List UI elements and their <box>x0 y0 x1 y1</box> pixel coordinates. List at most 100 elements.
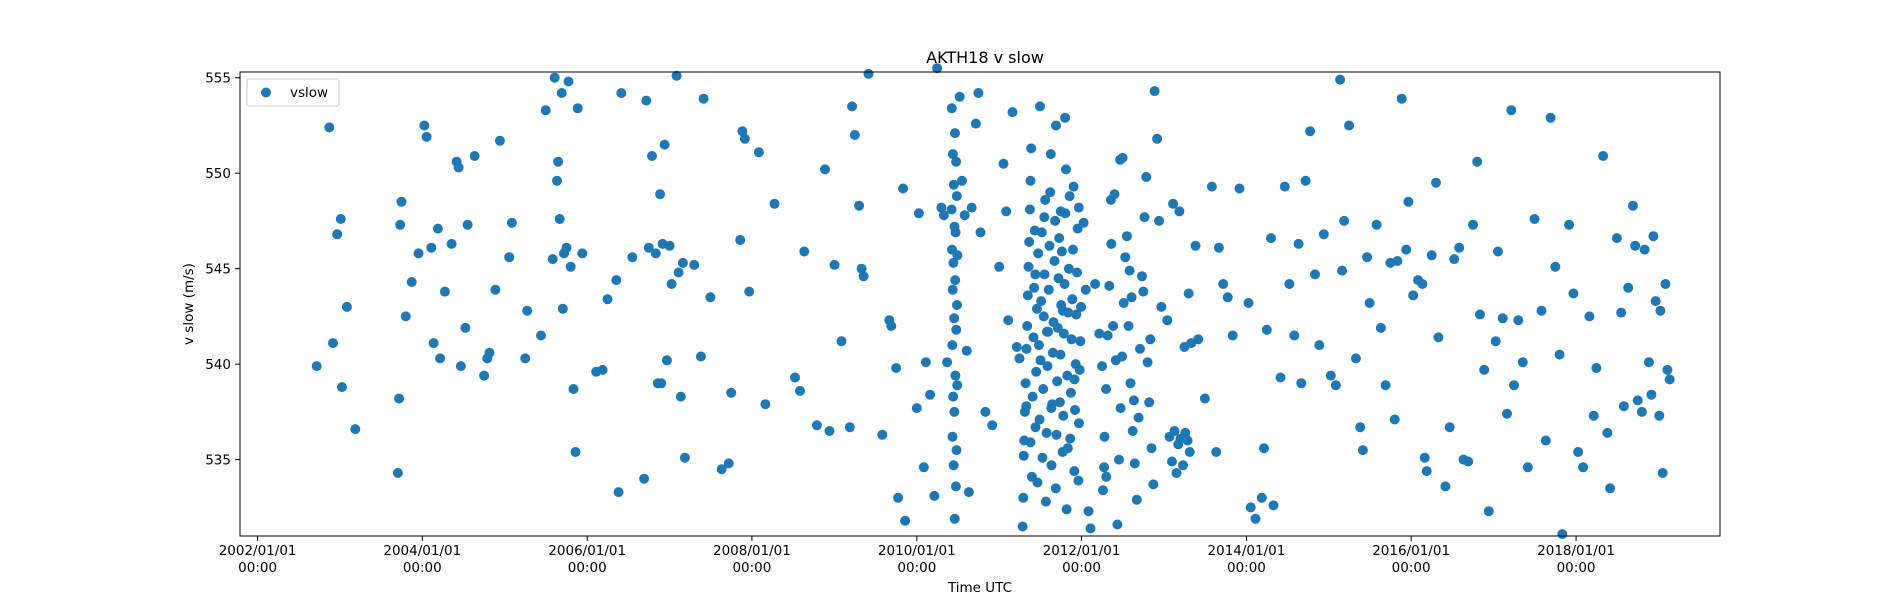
data-point <box>1167 456 1177 467</box>
data-point <box>737 126 748 137</box>
data-point <box>1055 349 1066 360</box>
data-point <box>938 210 949 221</box>
data-point <box>1536 305 1547 316</box>
data-point <box>1643 357 1654 368</box>
data-point <box>602 294 613 305</box>
data-point <box>1591 363 1602 373</box>
data-point <box>1056 300 1067 310</box>
data-point <box>1433 332 1444 343</box>
data-point <box>1051 120 1061 131</box>
data-point <box>324 122 335 133</box>
data-point <box>1650 296 1661 307</box>
data-point <box>1047 347 1058 358</box>
data-point <box>1139 212 1150 223</box>
data-point <box>951 191 962 202</box>
data-point <box>920 357 931 368</box>
data-point <box>966 202 977 213</box>
data-point <box>1052 376 1063 387</box>
data-point <box>1339 215 1350 226</box>
data-point <box>1026 143 1037 154</box>
data-point <box>877 429 888 440</box>
data-point <box>396 196 407 207</box>
data-point <box>1509 380 1519 391</box>
data-point <box>1121 231 1132 242</box>
data-point <box>1020 378 1031 389</box>
data-point <box>948 257 959 268</box>
data-point <box>1171 468 1182 478</box>
data-point <box>1408 290 1419 301</box>
data-point <box>1502 408 1512 419</box>
data-point <box>1199 393 1210 404</box>
data-point <box>1043 284 1054 295</box>
data-point <box>1044 240 1055 251</box>
data-point <box>659 139 670 150</box>
data-point <box>1018 492 1029 503</box>
data-point <box>522 305 533 316</box>
data-point <box>1627 200 1638 211</box>
data-point <box>1065 387 1076 398</box>
data-point <box>975 227 986 238</box>
data-point <box>1639 244 1650 255</box>
y-tick-label: 555 <box>205 71 231 87</box>
data-point <box>1031 303 1042 314</box>
data-point <box>918 462 929 473</box>
data-point <box>1071 309 1082 320</box>
data-point <box>1554 349 1565 360</box>
data-point <box>1034 414 1045 425</box>
data-point <box>1001 206 1012 217</box>
data-point <box>795 385 805 396</box>
data-point <box>1040 194 1051 205</box>
data-point <box>1440 481 1451 492</box>
data-point <box>946 204 957 215</box>
data-point <box>1046 460 1057 471</box>
data-point <box>1479 364 1490 375</box>
data-point <box>1124 265 1135 276</box>
data-point <box>936 202 947 213</box>
data-point <box>1115 403 1126 414</box>
data-point <box>641 95 652 106</box>
data-point <box>1014 353 1025 364</box>
data-point <box>1174 206 1185 217</box>
data-point <box>1056 246 1067 257</box>
data-point <box>1389 414 1400 425</box>
x-tick-label-time: 00:00 <box>1557 560 1596 576</box>
data-point <box>1144 397 1155 408</box>
data-point <box>951 445 962 456</box>
data-point <box>1073 202 1084 213</box>
data-point <box>1234 183 1245 194</box>
data-point <box>1310 269 1320 280</box>
plot-background <box>240 72 1720 536</box>
data-point <box>1123 321 1134 331</box>
data-point <box>947 340 958 351</box>
plot-frame <box>239 71 1721 537</box>
data-point <box>1137 271 1147 282</box>
data-point <box>1300 175 1311 186</box>
data-point <box>1396 93 1407 104</box>
data-point <box>1038 384 1049 394</box>
data-point <box>1148 479 1159 490</box>
data-point <box>666 279 677 289</box>
data-point <box>1035 101 1045 112</box>
x-tick-label: 2014/01/01 <box>1208 543 1286 559</box>
data-point <box>1598 151 1609 161</box>
data-point <box>479 370 490 381</box>
data-point <box>954 91 965 102</box>
data-point <box>613 487 624 498</box>
data-point <box>1578 462 1589 473</box>
data-point <box>1027 391 1038 402</box>
data-point <box>1080 284 1091 295</box>
data-point <box>1141 172 1152 182</box>
data-point <box>552 175 562 186</box>
data-point <box>1180 427 1191 438</box>
data-point <box>1513 315 1524 326</box>
data-point <box>1152 133 1163 144</box>
data-point <box>1169 426 1180 436</box>
data-point <box>1035 355 1046 366</box>
data-point <box>1041 427 1052 438</box>
data-point <box>1293 238 1304 249</box>
data-point <box>959 210 970 221</box>
data-point <box>1094 328 1105 339</box>
data-point <box>661 355 672 366</box>
data-point <box>1493 246 1503 257</box>
